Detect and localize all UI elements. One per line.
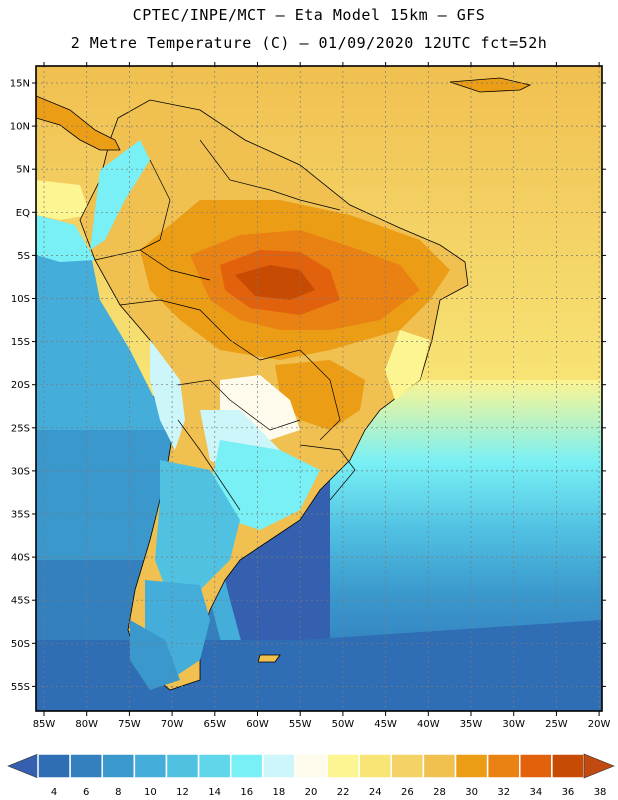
- lon-label: 75W: [118, 719, 141, 730]
- legend-swatch: [229, 753, 264, 779]
- legend-swatch: [133, 753, 168, 779]
- lon-label: 45W: [374, 719, 397, 730]
- legend-value-label: 10: [144, 787, 157, 798]
- legend-swatch: [165, 753, 200, 779]
- legend-swatch: [69, 753, 103, 779]
- lon-label: 55W: [289, 719, 312, 730]
- lat-label: 30S: [11, 466, 30, 477]
- lat-label: 15S: [11, 337, 30, 348]
- legend-value-label: 24: [369, 787, 382, 798]
- map-title: CPTEC/INPE/MCT – Eta Model 15km – GFS: [132, 6, 486, 24]
- lat-label: 15N: [10, 79, 30, 90]
- map-subtitle: 2 Metre Temperature (C) – 01/09/2020 12U…: [70, 34, 548, 52]
- lon-label: 50W: [332, 719, 355, 730]
- legend-value-label: 30: [465, 787, 478, 798]
- legend-low-arrow: [7, 753, 39, 779]
- falkland-islands: [257, 654, 281, 663]
- legend-swatch: [486, 753, 521, 779]
- lon-label: 35W: [460, 719, 483, 730]
- legend-value-label: 26: [401, 787, 414, 798]
- legend-swatch: [390, 753, 425, 779]
- legend-value-label: 14: [208, 787, 221, 798]
- country-borders: [94, 139, 356, 511]
- lat-label: 45S: [11, 596, 30, 607]
- legend-swatch: [422, 753, 457, 779]
- lat-label: 10N: [10, 122, 30, 133]
- lon-label: 70W: [161, 719, 184, 730]
- lat-label: 40S: [11, 553, 30, 564]
- legend-swatch: [197, 753, 232, 779]
- lon-label: 30W: [502, 719, 525, 730]
- central-america: [36, 95, 121, 151]
- legend-value-label: 6: [83, 787, 89, 798]
- lat-label: 5N: [16, 165, 30, 176]
- legend-swatch: [101, 753, 136, 779]
- lon-label: 85W: [33, 719, 56, 730]
- lat-label: 5S: [17, 251, 30, 262]
- color-legend: 4 6 8 10 12 14 16 18 20 22 24 26 28 30 32 34 36 38: [7, 753, 615, 798]
- lat-label: 10S: [11, 294, 30, 305]
- lon-label: 25W: [545, 719, 568, 730]
- lat-label: 20S: [11, 380, 30, 391]
- legend-swatch: [326, 753, 360, 779]
- legend-swatch: [519, 753, 553, 779]
- lon-label: 40W: [417, 719, 440, 730]
- lat-label: EQ: [16, 208, 30, 219]
- lat-label: 55S: [11, 682, 30, 693]
- legend-value-label: 32: [497, 787, 510, 798]
- legend-value-label: 8: [115, 787, 121, 798]
- legend-value-label: 4: [51, 787, 57, 798]
- legend-value-label: 18: [273, 787, 286, 798]
- legend-value-label: 16: [240, 787, 253, 798]
- lat-lon-grid: [36, 66, 602, 711]
- caribbean-island: [449, 77, 532, 93]
- lon-label: 60W: [246, 719, 269, 730]
- legend-value-label: 38: [594, 787, 607, 798]
- legend-value-label: 34: [529, 787, 542, 798]
- legend-swatch: [454, 753, 489, 779]
- legend-value-label: 20: [305, 787, 318, 798]
- legend-value-label: 12: [176, 787, 189, 798]
- lat-label: 25S: [11, 423, 30, 434]
- map-frame: [35, 65, 603, 712]
- legend-value-label: 28: [433, 787, 446, 798]
- lon-label: 20W: [588, 719, 611, 730]
- lon-label: 65W: [203, 719, 226, 730]
- lat-label: 50S: [11, 639, 30, 650]
- legend-value-label: 36: [562, 787, 575, 798]
- legend-value-label: 22: [337, 787, 350, 798]
- legend-swatch: [294, 753, 328, 779]
- legend-high-arrow: [583, 753, 615, 779]
- lon-label: 80W: [75, 719, 98, 730]
- lat-label: 35S: [11, 510, 30, 521]
- field-layer: [36, 66, 602, 711]
- legend-swatch: [358, 753, 393, 779]
- legend-swatch: [551, 753, 585, 779]
- legend-swatch: [262, 753, 296, 779]
- legend-swatch: [37, 753, 71, 779]
- map-axes: 85W 80W 75W 70W 65W 60W 55W 50W 45W 40W 35W 30W 25W 2…: [10, 62, 611, 730]
